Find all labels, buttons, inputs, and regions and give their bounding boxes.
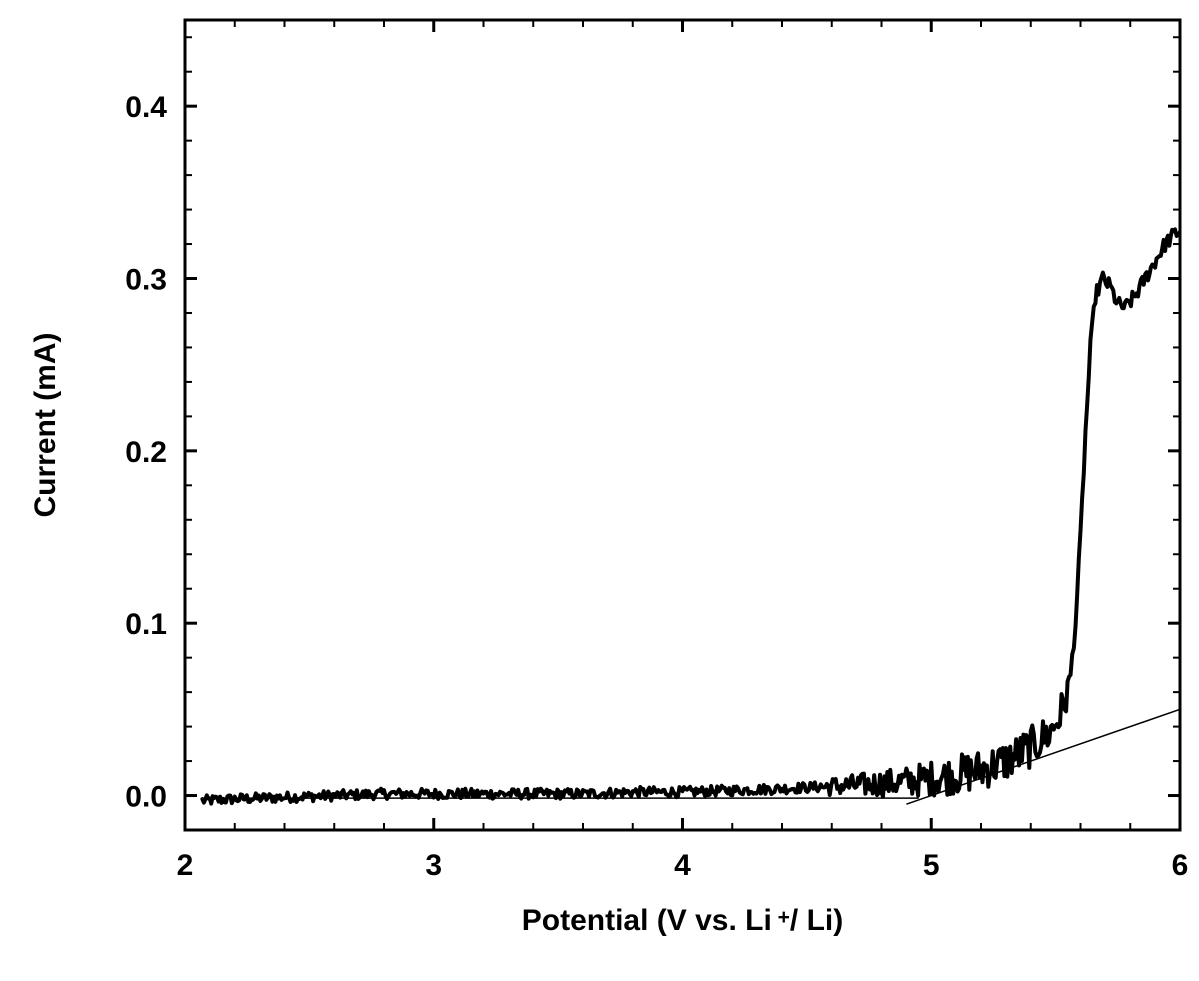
- x-tick-label: 5: [923, 849, 940, 882]
- y-tick-label: 0.3: [125, 264, 167, 297]
- y-axis-label: Current (mA): [29, 333, 62, 518]
- x-axis-label: Potential (V vs. Li +/ Li): [522, 904, 844, 937]
- x-tick-label: 3: [425, 849, 442, 882]
- chart-svg: 2 3 4 5 6 0.0 0.1 0.2 0.3 0.4 Potential (V vs. Li …: [0, 0, 1199, 981]
- x-tick-label: 6: [1172, 849, 1189, 882]
- cv-chart: 2 3 4 5 6 0.0 0.1 0.2 0.3 0.4 Potential (V vs. Li …: [0, 0, 1199, 981]
- x-tick-label: 4: [674, 849, 691, 882]
- y-tick-label: 0.4: [125, 91, 167, 124]
- y-tick-label: 0.1: [125, 608, 167, 641]
- x-tick-label: 2: [177, 849, 194, 882]
- y-tick-label: 0.2: [125, 436, 167, 469]
- y-tick-label: 0.0: [125, 781, 167, 814]
